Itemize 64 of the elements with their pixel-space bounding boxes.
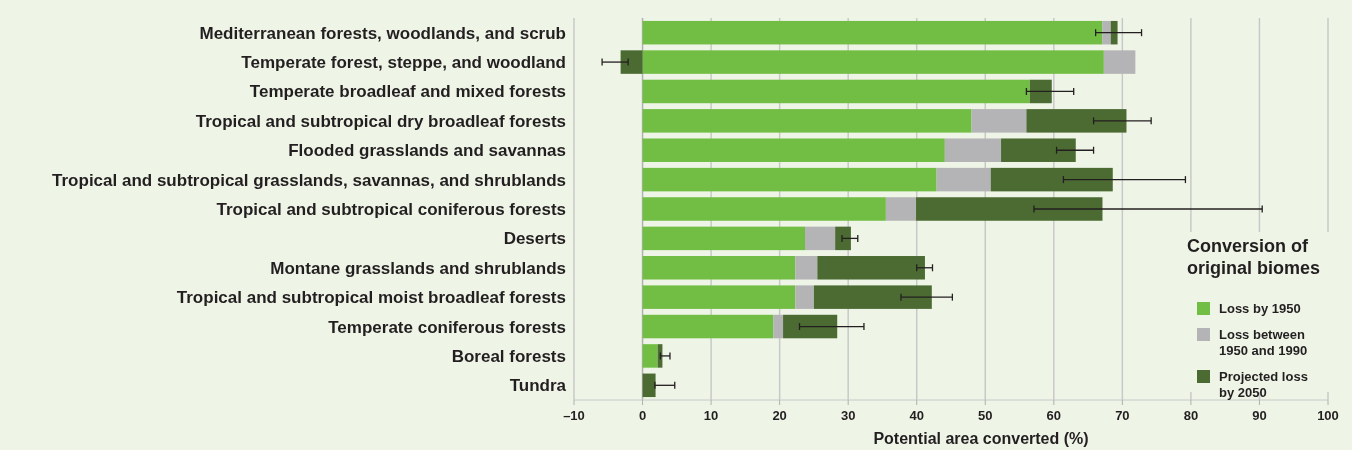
x-tick-label: 100 (1317, 408, 1339, 423)
x-tick-label: 60 (1046, 408, 1062, 423)
legend-label: Projected loss by 2050 (1219, 369, 1308, 400)
bar (944, 138, 1002, 162)
y-tick-label: Flooded grasslands and savannas (288, 141, 566, 161)
x-tick-label: 80 (1183, 408, 1199, 423)
x-tick-label: 50 (978, 408, 993, 423)
bar (805, 226, 836, 251)
x-tick-label: –10 (563, 408, 585, 423)
bar (835, 226, 851, 251)
bar (773, 314, 784, 339)
bar (642, 20, 1103, 45)
y-tick-label: Tropical and subtropical coniferous forests (216, 200, 566, 219)
bar (817, 256, 925, 280)
x-tick-label: 0 (638, 408, 647, 423)
x-tick-label: 10 (703, 408, 719, 423)
bar (990, 167, 1113, 192)
bar (795, 256, 818, 280)
bar (642, 138, 945, 162)
x-tick-label: 40 (909, 408, 924, 423)
x-tick-label: 70 (1115, 408, 1130, 423)
bar (971, 109, 1027, 133)
bar (885, 197, 917, 221)
bar (936, 167, 991, 192)
y-tick-label: Deserts (503, 229, 566, 249)
y-tick-label: Tropical and subtropical dry broadleaf forests (195, 111, 566, 131)
bar (642, 79, 1030, 104)
bar (1110, 20, 1118, 45)
bar (1029, 79, 1052, 104)
y-tick-label: Temperate forest, steppe, and woodland (241, 53, 566, 73)
bar (642, 226, 805, 251)
bar (795, 285, 814, 309)
bar (642, 285, 796, 309)
x-tick-label: 20 (772, 408, 787, 423)
bar (642, 373, 656, 398)
y-tick-label: Montane grasslands and shrublands (270, 258, 566, 278)
bar (642, 314, 774, 339)
bar (916, 197, 1103, 221)
bar (1001, 138, 1076, 162)
bar (642, 256, 796, 280)
y-tick-label: Mediterranean forests, woodlands, and scrub (199, 23, 566, 43)
bar (620, 50, 643, 74)
legend-label: Loss by 1950 (1219, 301, 1301, 316)
x-axis-title: Potential area converted (%) (873, 430, 1089, 447)
legend-title: Conversion of original biomes (1187, 236, 1321, 278)
y-tick-label: Tundra (509, 376, 567, 396)
y-tick-label: Temperate broadleaf and mixed forests (249, 82, 566, 102)
y-tick-label: Tropical and subtropical grasslands, savannas, and shrublands (52, 170, 566, 190)
bar (642, 50, 1104, 74)
bar (642, 109, 972, 133)
y-tick-label: Tropical and subtropical moist broadleaf forests (176, 288, 566, 308)
legend-label: Loss between 1950 and 1990 (1219, 327, 1308, 358)
bar (1102, 20, 1111, 45)
bar (1103, 50, 1136, 74)
bar (642, 197, 886, 221)
y-tick-label: Temperate coniferous forests (328, 317, 566, 337)
bar (1026, 109, 1127, 133)
bar (783, 314, 838, 339)
bar (813, 285, 932, 309)
bar (642, 344, 658, 368)
y-tick-label: Boreal forests (451, 346, 566, 366)
x-tick-label: 90 (1252, 408, 1267, 423)
bar (642, 167, 937, 192)
x-tick-label: 30 (840, 408, 856, 423)
